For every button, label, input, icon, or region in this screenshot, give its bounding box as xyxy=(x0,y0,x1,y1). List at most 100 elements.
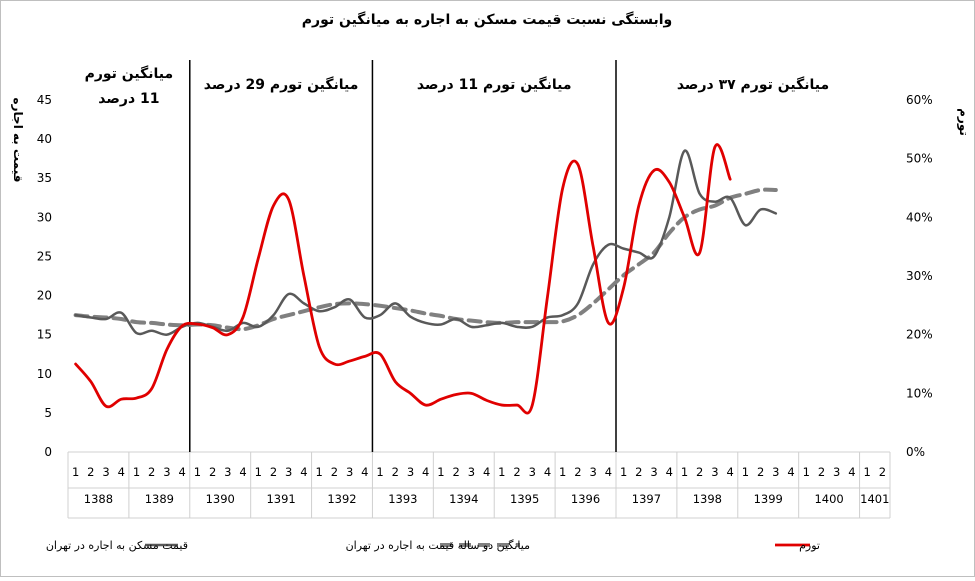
x-quarter-label: 4 xyxy=(361,465,368,479)
y-right-label: تورم xyxy=(956,108,971,136)
series-group xyxy=(73,143,778,415)
period-label: میانگین تورم 11 درصد xyxy=(417,76,572,93)
x-year-label: 1389 xyxy=(145,492,174,506)
period-annotations: میانگین تورم 11 درصد میانگین تورم 29 درصد م… xyxy=(85,60,829,452)
x-quarter-label: 4 xyxy=(544,465,551,479)
x-quarter-label: 4 xyxy=(605,465,612,479)
x-quarter-label: 2 xyxy=(331,465,338,479)
x-quarter-label: 3 xyxy=(650,465,657,479)
x-quarter-label: 1 xyxy=(255,465,262,479)
x-quarter-label: 4 xyxy=(666,465,673,479)
y-left-tick-label: 5 xyxy=(44,406,52,420)
y-left-tick-label: 45 xyxy=(37,93,52,107)
y-left-tick-label: 35 xyxy=(37,171,52,185)
x-quarter-label: 1 xyxy=(559,465,566,479)
y-left-tick-label: 10 xyxy=(37,367,52,381)
x-quarter-label: 2 xyxy=(513,465,520,479)
x-quarter-label: 4 xyxy=(300,465,307,479)
chart-title: وابستگی نسبت قیمت مسکن به اجاره به میانگ… xyxy=(302,11,672,28)
y-right-tick-label: 20% xyxy=(906,328,933,342)
legend-label: قیمت مسکن به اجاره در تهران xyxy=(46,539,188,552)
x-quarter-label: 1 xyxy=(803,465,810,479)
x-quarter-label: 3 xyxy=(772,465,779,479)
period-label: میانگین تورم xyxy=(85,65,174,82)
x-quarter-label: 3 xyxy=(590,465,597,479)
legend: قیمت مسکن به اجاره در تهران میانگین دو سا… xyxy=(46,539,820,552)
x-quarter-label: 1 xyxy=(133,465,140,479)
y-left-label: قیمت به اجاره xyxy=(11,98,25,183)
x-quarter-label: 2 xyxy=(453,465,460,479)
x-quarter-label: 3 xyxy=(833,465,840,479)
x-quarter-label: 3 xyxy=(285,465,292,479)
x-quarter-label: 3 xyxy=(224,465,231,479)
x-quarter-label: 1 xyxy=(681,465,688,479)
y-left-tick-label: 15 xyxy=(37,328,52,342)
y-left-tick-label: 0 xyxy=(44,445,52,459)
y-left-tick-label: 20 xyxy=(37,289,52,303)
x-quarter-label: 4 xyxy=(118,465,125,479)
x-quarter-label: 3 xyxy=(163,465,170,479)
legend-label: میانگین دو ساله قیمت به اجاره در تهران xyxy=(346,539,531,552)
x-quarter-label: 1 xyxy=(376,465,383,479)
x-quarter-label: 2 xyxy=(87,465,94,479)
x-quarter-label: 4 xyxy=(727,465,734,479)
period-label: میانگین تورم 29 درصد xyxy=(204,76,359,93)
x-quarter-label: 1 xyxy=(72,465,79,479)
x-quarter-label: 4 xyxy=(787,465,794,479)
x-quarter-label: 2 xyxy=(696,465,703,479)
period-label: میانگین تورم ۳۷ درصد xyxy=(677,76,829,93)
y-left-tick-label: 25 xyxy=(37,249,52,263)
x-quarter-label: 3 xyxy=(529,465,536,479)
y-right-tick-label: 50% xyxy=(906,152,933,166)
x-year-label: 1388 xyxy=(84,492,113,506)
period-label-line2: 11 درصد xyxy=(98,91,159,107)
x-quarter-label: 1 xyxy=(194,465,201,479)
legend-label: تورم xyxy=(799,539,820,552)
x-quarter-label: 2 xyxy=(757,465,764,479)
x-quarter-label: 4 xyxy=(422,465,429,479)
x-quarter-label: 2 xyxy=(392,465,399,479)
x-quarter-label: 1 xyxy=(437,465,444,479)
x-year-label: 1390 xyxy=(206,492,235,506)
x-quarter-label: 2 xyxy=(879,465,886,479)
x-quarter-label: 4 xyxy=(239,465,246,479)
y-right-tick-label: 10% xyxy=(906,386,933,400)
x-quarter-label: 2 xyxy=(209,465,216,479)
x-year-label: 1399 xyxy=(754,492,783,506)
x-year-label: 1392 xyxy=(327,492,356,506)
x-year-label: 1401 xyxy=(860,492,889,506)
x-quarter-label: 4 xyxy=(848,465,855,479)
x-year-label: 1395 xyxy=(510,492,539,506)
x-quarter-label: 1 xyxy=(498,465,505,479)
y-left-tick-label: 40 xyxy=(37,132,52,146)
y-left-tick-label: 30 xyxy=(37,210,52,224)
x-year-label: 1393 xyxy=(388,492,417,506)
x-quarter-label: 2 xyxy=(635,465,642,479)
x-year-label: 1397 xyxy=(632,492,661,506)
x-quarter-label: 2 xyxy=(574,465,581,479)
x-year-label: 1400 xyxy=(814,492,843,506)
x-quarter-label: 3 xyxy=(407,465,414,479)
x-quarter-label: 1 xyxy=(864,465,871,479)
y-right-tick-label: 60% xyxy=(906,93,933,107)
y-right-tick-label: 40% xyxy=(906,210,933,224)
x-year-label: 1396 xyxy=(571,492,600,506)
x-quarter-label: 4 xyxy=(483,465,490,479)
x-quarter-label: 3 xyxy=(711,465,718,479)
x-quarter-label: 3 xyxy=(346,465,353,479)
x-quarter-label: 4 xyxy=(179,465,186,479)
x-quarter-label: 2 xyxy=(270,465,277,479)
x-year-label: 1394 xyxy=(449,492,478,506)
x-quarter-label: 1 xyxy=(742,465,749,479)
x-quarter-label: 2 xyxy=(148,465,155,479)
y-right-tick-label: 30% xyxy=(906,269,933,283)
x-quarter-label: 3 xyxy=(468,465,475,479)
x-quarter-label: 3 xyxy=(102,465,109,479)
x-year-label: 1391 xyxy=(266,492,295,506)
x-quarter-label: 2 xyxy=(818,465,825,479)
x-quarter-label: 1 xyxy=(620,465,627,479)
